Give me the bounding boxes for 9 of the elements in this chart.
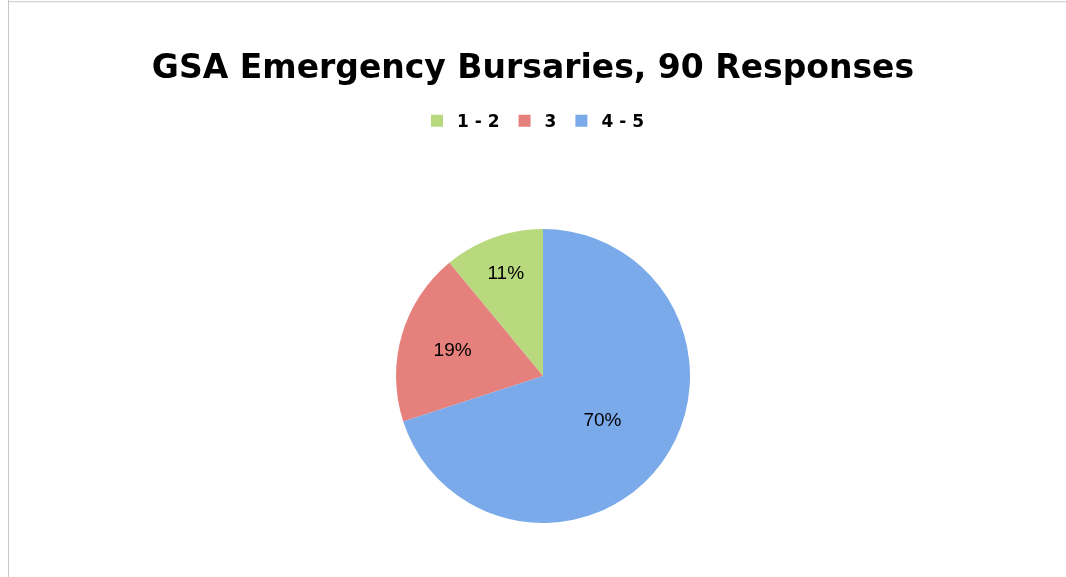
legend-label: 1 - 2 xyxy=(457,111,500,132)
legend-label: 4 - 5 xyxy=(601,111,644,132)
pie-slice xyxy=(403,229,690,523)
chart-title: GSA Emergency Bursaries, 90 Responses xyxy=(151,46,915,86)
legend-label: 3 xyxy=(544,111,557,132)
pie-slice xyxy=(396,262,544,422)
data-label: 19% xyxy=(433,339,472,361)
data-label: 11% xyxy=(487,262,525,284)
data-label: 70% xyxy=(583,408,622,430)
